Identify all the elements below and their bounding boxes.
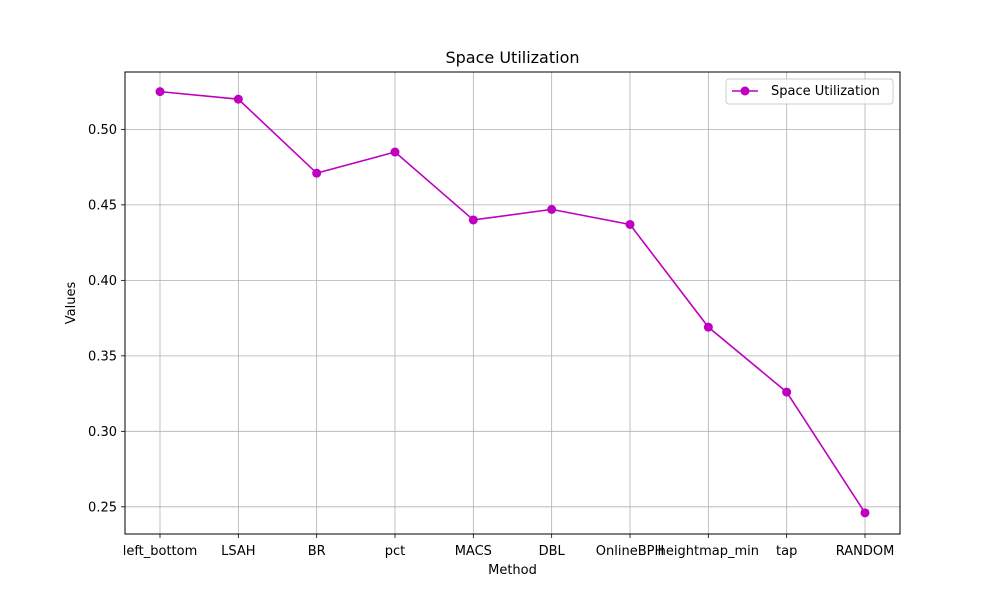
data-point [155,87,165,97]
data-point [468,215,478,225]
x-tick-label: left_bottom [123,544,198,559]
plot-frame [124,71,901,535]
x-tick-label: tap [776,544,797,559]
x-axis-label: Method [488,563,537,578]
data-point [703,322,713,332]
x-tick-label: heightmap_min [658,544,759,559]
x-tick-label: DBL [539,544,566,559]
grid [125,72,900,534]
data-point [782,387,792,397]
x-ticks: left_bottom LSAH BR pct MACS DBL OnlineBPHheig… [123,534,895,559]
legend: Space Utilization [725,78,894,105]
x-tick-label: MACS [455,544,492,559]
x-tick-label: BR [308,544,326,559]
y-tick-label: 0.40 [88,274,117,289]
data-point [312,168,322,178]
x-tick-label: LSAH [221,544,255,559]
y-axis-label: Values [64,282,79,325]
y-tick-label: 0.30 [88,425,117,440]
y-tick-label: 0.45 [88,198,117,213]
legend-marker [740,86,750,96]
y-tick-label: 0.25 [88,500,117,515]
legend-box [725,78,894,105]
legend-label: Space Utilization [771,84,880,99]
series-line [159,90,866,514]
y-tick-label: 0.35 [88,349,117,364]
x-tick-label: OnlineBPH [596,544,664,559]
y-tick-label: 0.50 [88,123,117,138]
data-point [233,94,243,104]
x-tick-label: RANDOM [836,544,895,559]
data-point [860,508,870,518]
data-point [390,147,400,157]
data-point [547,204,557,214]
chart-title: Space Utilization [445,48,579,67]
series [155,87,870,518]
y-ticks: 0.25 0.30 0.35 0.40 0.45 0.50 [88,123,125,515]
x-tick-label: pct [385,544,406,559]
data-point [625,219,635,229]
